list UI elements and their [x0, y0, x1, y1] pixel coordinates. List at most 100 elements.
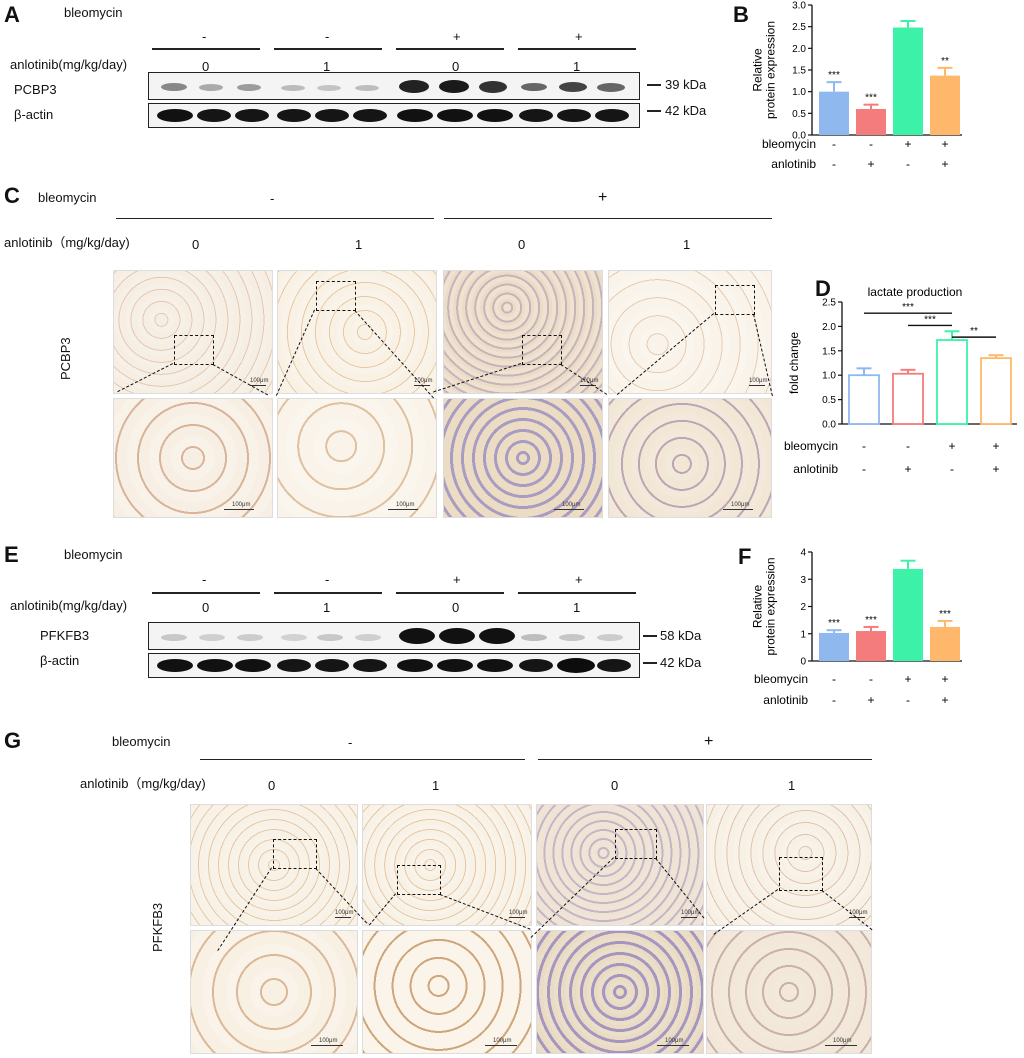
e-dose: 0	[202, 600, 210, 615]
y-tick-label: 0	[800, 657, 806, 668]
g-bleomycin-label: bleomycin	[112, 734, 171, 749]
g-dose: 1	[432, 778, 440, 793]
y-tick-label: 0.0	[792, 131, 806, 142]
e-dose: 0	[452, 600, 460, 615]
panel-label-c: C	[4, 183, 20, 208]
g-image-high-1: 100μm	[190, 930, 358, 1054]
g-dose: 1	[788, 778, 796, 793]
row-label-anlotinib: anlotinib	[771, 157, 816, 171]
y-tick-label: 2.5	[792, 22, 806, 33]
panel-label-e: E	[4, 542, 19, 567]
bleomycin-sign: +	[941, 672, 948, 686]
bar	[893, 27, 923, 135]
significance-label: ***	[828, 70, 840, 81]
a-dose: 0	[202, 59, 210, 74]
g-dose: 0	[268, 778, 276, 793]
c-image-low-3: 100μm	[443, 270, 603, 394]
bleomycin-sign: -	[832, 672, 836, 686]
anlotinib-sign: -	[832, 157, 836, 171]
e-dose: 1	[573, 600, 581, 615]
row-label-bleomycin: bleomycin	[762, 137, 816, 151]
a-actin-blot	[148, 103, 640, 128]
c-group-line	[444, 218, 772, 219]
row-label-bleomycin: bleomycin	[784, 439, 838, 453]
g-stain-label: PFKFB3	[150, 902, 165, 952]
anlotinib-sign: +	[904, 462, 911, 476]
a-bleomycin-label: bleomycin	[64, 5, 123, 20]
c-image-low-4: 100μm	[608, 270, 772, 394]
c-stain-label: PCBP3	[58, 337, 73, 380]
panel-label-f: F	[738, 544, 752, 569]
c-bleo-sign: -	[270, 191, 275, 206]
bleomycin-sign: -	[832, 137, 836, 151]
c-dose: 1	[355, 237, 363, 252]
bar	[856, 631, 886, 661]
e-bleomycin-label: bleomycin	[64, 547, 123, 562]
c-group-line	[116, 218, 434, 219]
c-zoom-box	[316, 281, 356, 311]
e-bleo-sign: -	[202, 572, 207, 587]
e-control-kda: 42 kDa	[660, 655, 702, 670]
y-axis-label: fold change	[787, 332, 801, 394]
a-bleo-sign: +	[453, 29, 461, 44]
a-anlotinib-label: anlotinib(mg/kg/day)	[10, 57, 128, 72]
significance-label: ***	[865, 93, 877, 104]
g-zoom-box	[273, 839, 317, 869]
y-tick-label: 2	[800, 602, 806, 613]
a-group-line	[518, 48, 636, 50]
e-protein-label: PFKFB3	[40, 628, 90, 643]
y-tick-label: 0.0	[822, 420, 836, 431]
y-tick-label: 2.5	[822, 298, 836, 309]
significance-label: **	[941, 56, 949, 67]
c-anlotinib-label: anlotinib（mg/kg/day)	[4, 235, 130, 250]
panel-label-g: G	[4, 728, 22, 753]
g-image-low-3: 100μm	[536, 804, 704, 926]
e-group-line	[396, 592, 504, 594]
bar	[980, 357, 1012, 425]
g-image-low-1: 100μm	[190, 804, 358, 926]
chart-d: lactate production 0.0 0.5 1.0 1.5 2.0 2.5 fold…	[784, 285, 1017, 476]
y-tick-label: 0.5	[792, 109, 806, 120]
c-zoom-box	[174, 335, 214, 365]
a-pcbp3-blot	[148, 72, 640, 100]
panel-label-d: D	[815, 276, 831, 301]
a-dose: 1	[323, 59, 331, 74]
a-dose: 1	[573, 59, 581, 74]
chart-title: lactate production	[868, 285, 963, 299]
c-bleomycin-label: bleomycin	[38, 190, 97, 205]
bar	[848, 374, 880, 425]
bleomycin-sign: +	[904, 672, 911, 686]
anlotinib-sign: -	[862, 462, 866, 476]
significance-label: **	[970, 326, 978, 337]
chart-f: 0 1 2 3 4 Relativeprotein expression *** - - *** -…	[751, 548, 962, 707]
a-bleo-sign: +	[575, 29, 583, 44]
row-label-anlotinib: anlotinib	[763, 693, 808, 707]
e-dose: 1	[323, 600, 331, 615]
y-axis-label: Relativeprotein expression	[751, 557, 778, 655]
panel-label-b: B	[733, 2, 749, 27]
e-control-label: β-actin	[40, 653, 80, 668]
a-protein-label: PCBP3	[14, 82, 57, 97]
c-image-high-2: 100μm	[277, 398, 437, 518]
e-group-line	[152, 592, 260, 594]
a-control-kda: 42 kDa	[665, 103, 707, 118]
e-bleo-sign: +	[453, 572, 461, 587]
g-image-low-2: 100μm	[362, 804, 532, 926]
c-zoom-box	[715, 285, 755, 315]
c-dose: 0	[518, 237, 526, 252]
chart-b: 0.0 0.5 1.0 1.5 2.0 2.5 3.0 Relativeprotein exp…	[751, 1, 962, 171]
bar	[893, 568, 923, 661]
y-tick-label: 3	[800, 575, 806, 586]
y-axis-label: Relativeprotein expression	[751, 21, 778, 119]
e-marker-tick	[643, 635, 657, 637]
c-zoom-box	[522, 335, 562, 365]
a-protein-kda: 39 kDa	[665, 77, 707, 92]
g-image-high-3: 100μm	[536, 930, 704, 1054]
c-bleo-sign: +	[598, 189, 608, 206]
bleomycin-sign: -	[869, 672, 873, 686]
anlotinib-sign: +	[992, 462, 999, 476]
anlotinib-sign: -	[950, 462, 954, 476]
significance-label: ***	[865, 615, 877, 626]
y-tick-label: 2.0	[822, 322, 836, 333]
bleomycin-sign: +	[992, 439, 999, 453]
